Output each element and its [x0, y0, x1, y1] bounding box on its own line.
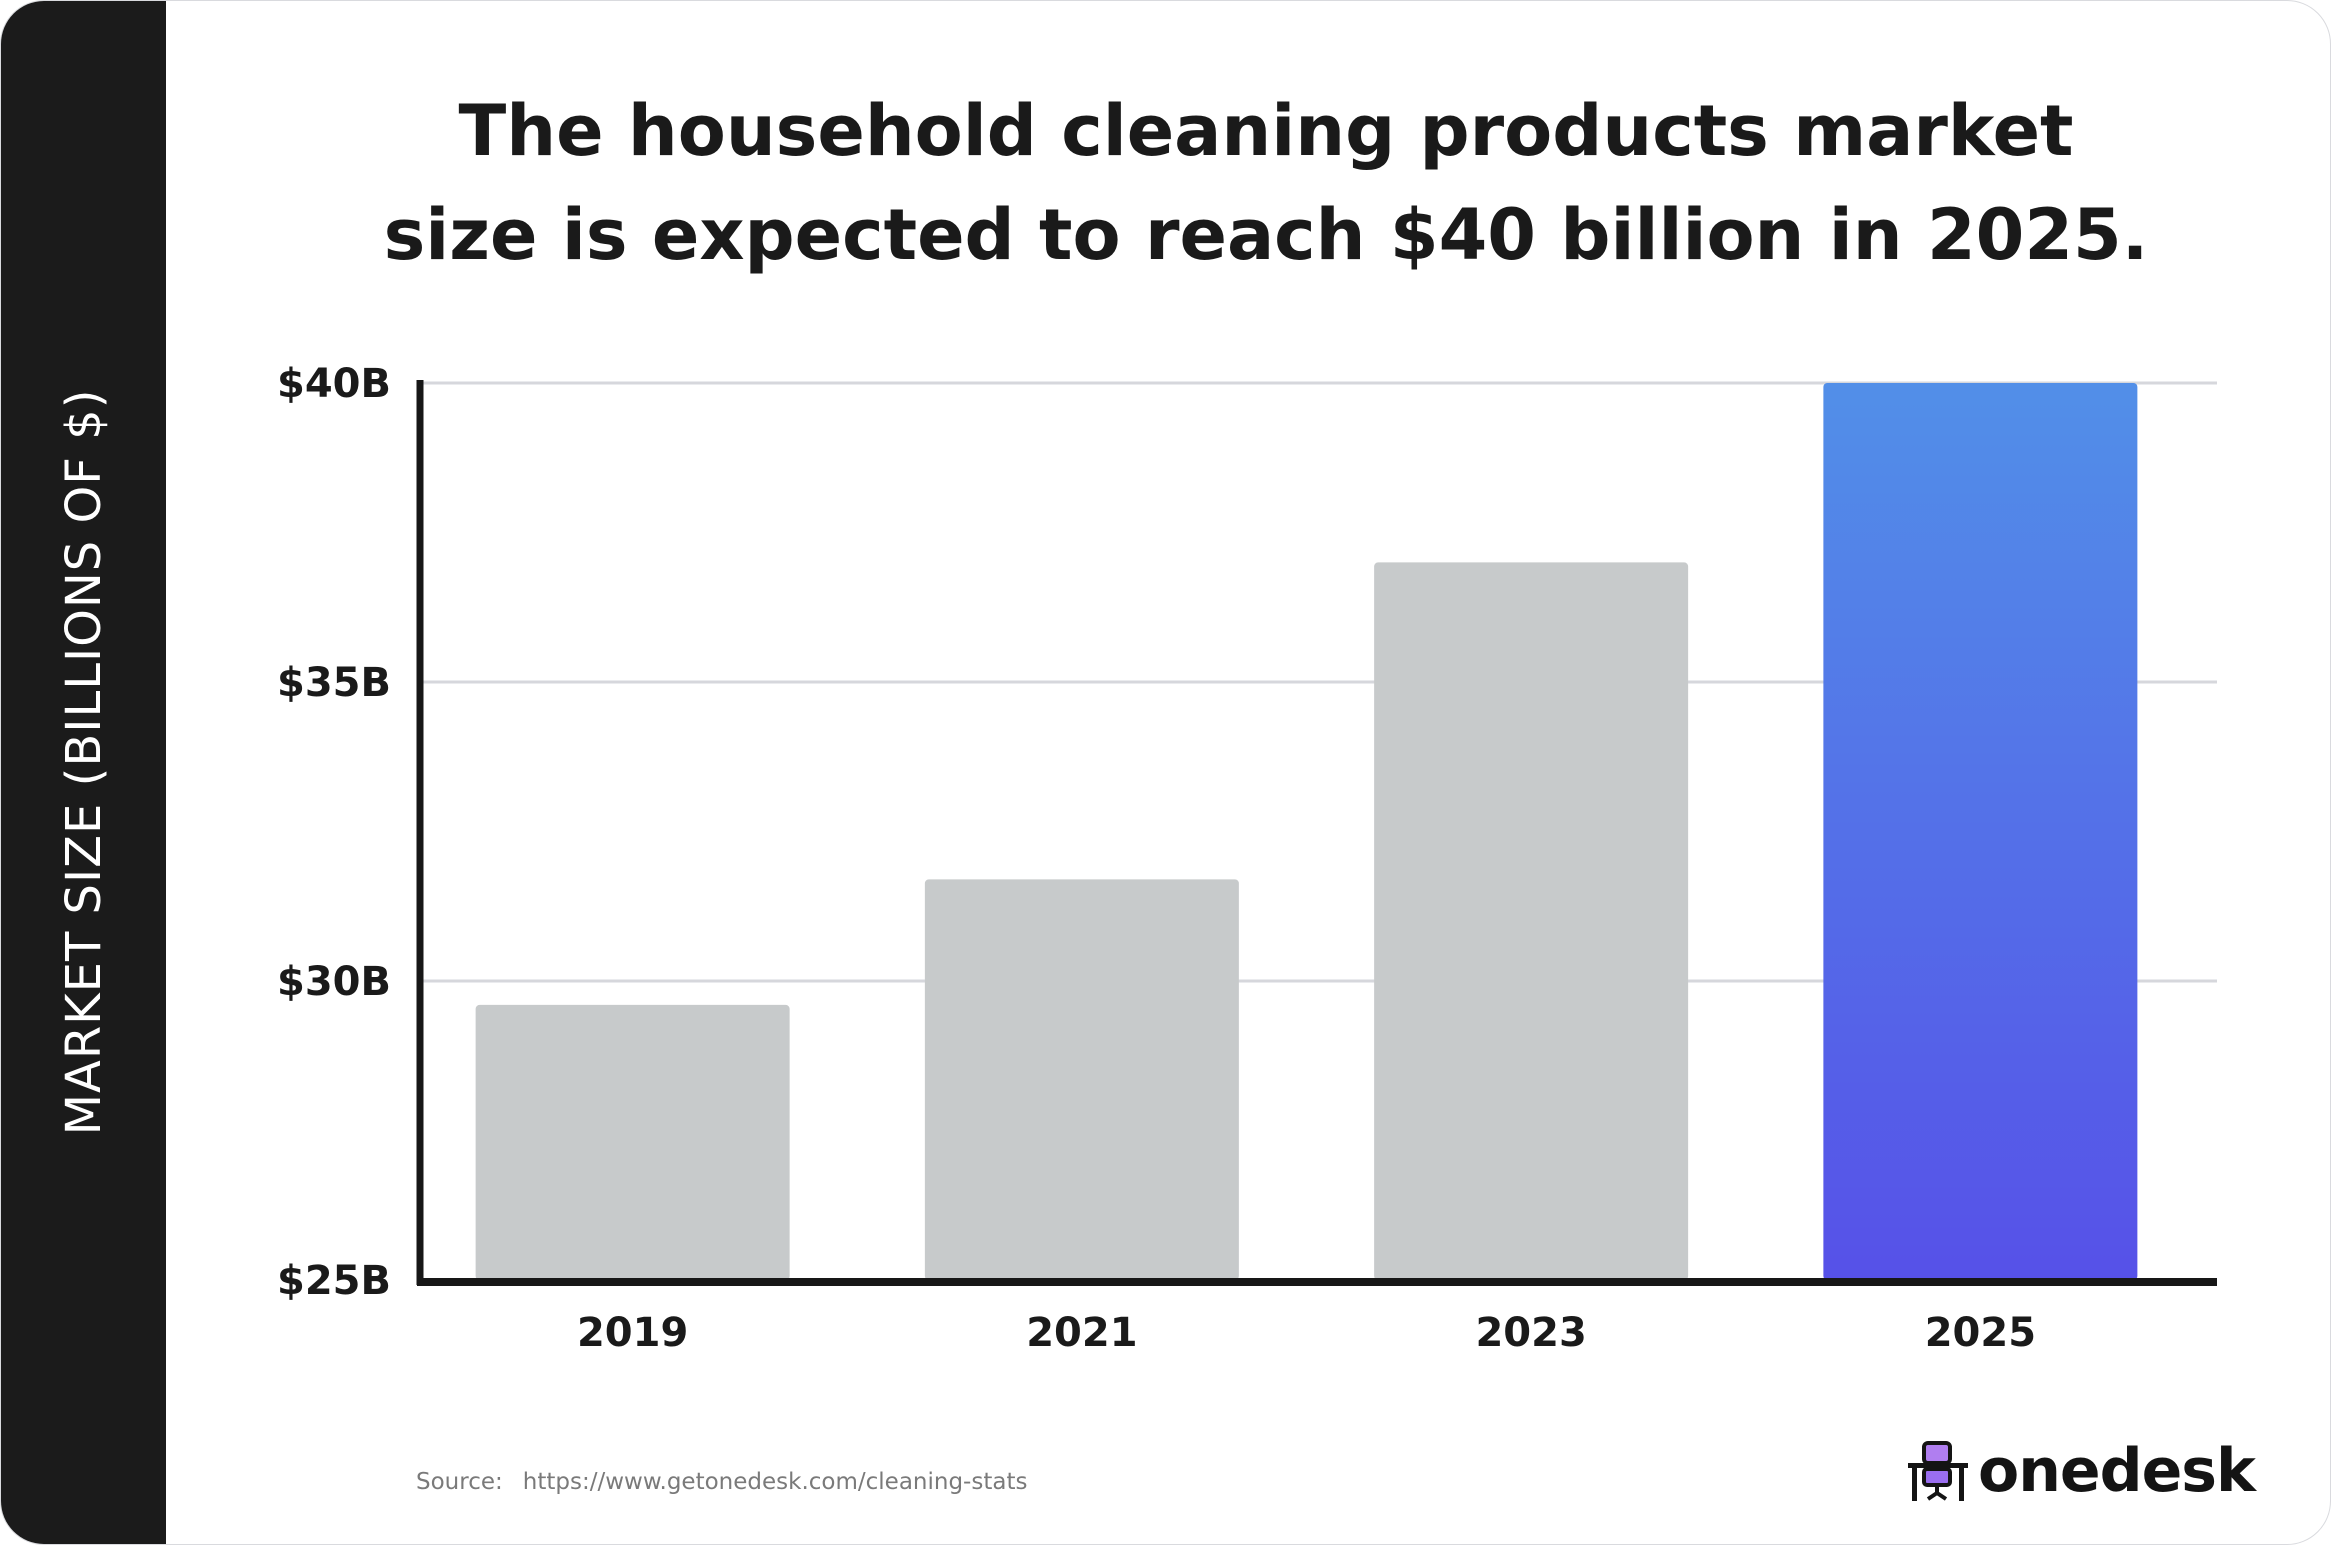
bar-2021	[924, 879, 1239, 1280]
y-axis-sidebar: MARKET SIZE (BILLIONS OF $)	[1, 1, 166, 1544]
y-tick-label: $40B	[277, 361, 391, 407]
y-tick-label: $35B	[277, 660, 391, 706]
bar-2023	[1374, 562, 1689, 1280]
bar-2025	[1823, 383, 2138, 1280]
title-line-2: size is expected to reach $40 billion in…	[383, 194, 2149, 276]
logo-text: onedesk	[1978, 1436, 2256, 1506]
x-tick-label: 2021	[1026, 1310, 1137, 1356]
x-tick-label: 2023	[1475, 1310, 1586, 1356]
y-tick-label: $30B	[277, 959, 391, 1005]
source-note: Source: https://www.getonedesk.com/cleani…	[416, 1469, 1047, 1495]
onedesk-logo: onedesk	[1906, 1436, 2256, 1506]
x-tick-label: 2019	[577, 1310, 688, 1356]
y-tick-label: $25B	[277, 1258, 391, 1304]
bar-2019	[475, 1004, 790, 1280]
title-line-1: The household cleaning products market	[458, 90, 2074, 172]
source-label: Source:	[416, 1469, 503, 1495]
source-url[interactable]: https://www.getonedesk.com/cleaning-stat…	[522, 1469, 1028, 1495]
chart-title: The household cleaning products market s…	[301, 79, 2231, 287]
desk-chair-icon	[1908, 1441, 1968, 1501]
x-tick-label: 2025	[1925, 1310, 2036, 1356]
